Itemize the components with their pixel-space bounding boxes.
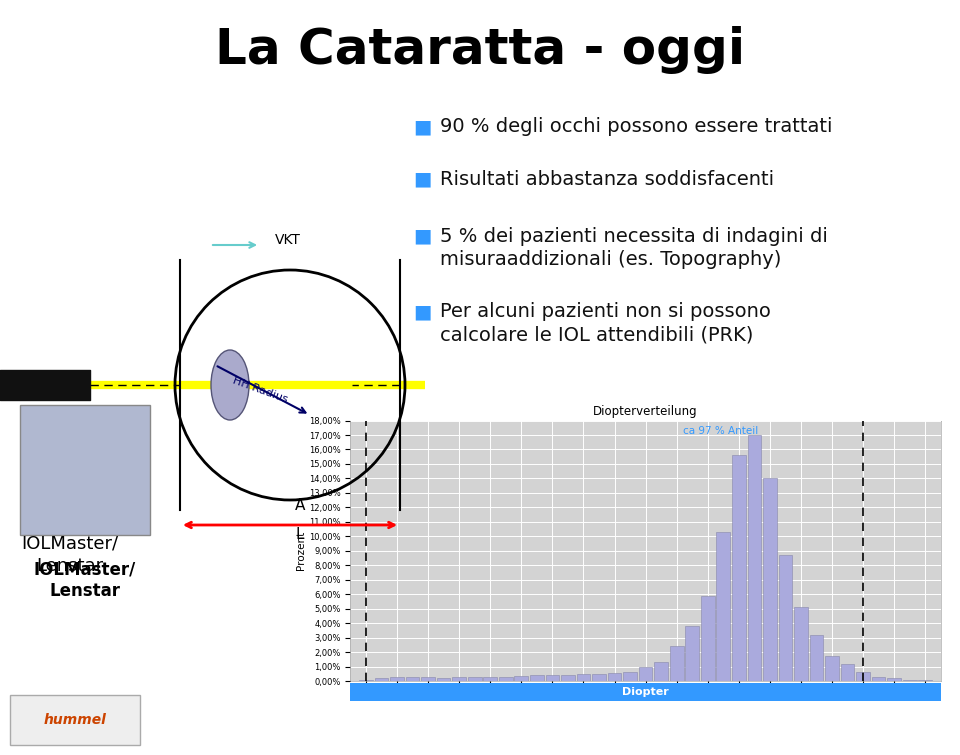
Text: L: L [296, 527, 304, 542]
Bar [468, 676, 482, 681]
Bar [437, 678, 450, 681]
Bar [685, 626, 699, 681]
Bar [763, 479, 777, 681]
Bar [701, 596, 714, 681]
Bar [903, 680, 917, 681]
Bar [872, 676, 885, 681]
Bar [592, 673, 606, 681]
Bar [530, 675, 543, 681]
Bar [638, 667, 653, 681]
Bar [374, 678, 388, 681]
Bar [887, 678, 901, 681]
Bar [452, 677, 466, 681]
Ellipse shape [211, 350, 249, 420]
Text: ■: ■ [413, 226, 431, 245]
Y-axis label: Prozent: Prozent [296, 532, 306, 570]
Text: Per alcuni pazienti non si possono
calcolare le IOL attendibili (PRK): Per alcuni pazienti non si possono calco… [440, 302, 771, 344]
Bar [826, 656, 839, 681]
Bar [623, 672, 636, 681]
Bar [856, 672, 870, 681]
Text: IOLMaster/
Lenstar: IOLMaster/ Lenstar [21, 535, 119, 575]
Bar [748, 435, 761, 681]
Bar [655, 662, 668, 681]
Bar [499, 676, 513, 681]
Bar [10, 695, 140, 745]
Bar [484, 676, 497, 681]
Bar [608, 673, 621, 681]
Text: A: A [295, 498, 305, 513]
Text: ■: ■ [413, 117, 431, 136]
Text: 5 % dei pazienti necessita di indagini di
misuraaddizionali (es. Topography): 5 % dei pazienti necessita di indagini d… [440, 226, 828, 269]
Bar [577, 674, 590, 681]
Bar [809, 635, 824, 681]
Bar [732, 455, 746, 681]
Text: hummel: hummel [43, 713, 107, 727]
Text: La Cataratta - oggi: La Cataratta - oggi [215, 26, 745, 75]
Text: 90 % degli occhi possono essere trattati: 90 % degli occhi possono essere trattati [440, 117, 832, 136]
Bar [794, 607, 807, 681]
Text: ■: ■ [413, 302, 431, 321]
Bar [421, 677, 435, 681]
Text: ca 97 % Anteil: ca 97 % Anteil [683, 426, 757, 436]
Bar [779, 555, 792, 681]
Text: Diopter: Diopter [622, 687, 669, 697]
Text: HH Radius: HH Radius [231, 375, 289, 405]
Bar [561, 675, 575, 681]
Bar [670, 646, 684, 681]
Title: Diopterverteilung: Diopterverteilung [593, 405, 698, 418]
Bar [406, 677, 420, 681]
Bar [716, 532, 731, 681]
Text: IOLMaster/
Lenstar: IOLMaster/ Lenstar [34, 560, 136, 600]
Bar [20, 405, 150, 535]
Text: Risultati abbastanza soddisfacenti: Risultati abbastanza soddisfacenti [440, 170, 774, 189]
Text: ■: ■ [413, 170, 431, 189]
Bar [390, 677, 404, 681]
Bar [841, 664, 854, 681]
Bar [545, 675, 560, 681]
Bar [515, 676, 528, 681]
Text: VKT: VKT [275, 233, 300, 247]
